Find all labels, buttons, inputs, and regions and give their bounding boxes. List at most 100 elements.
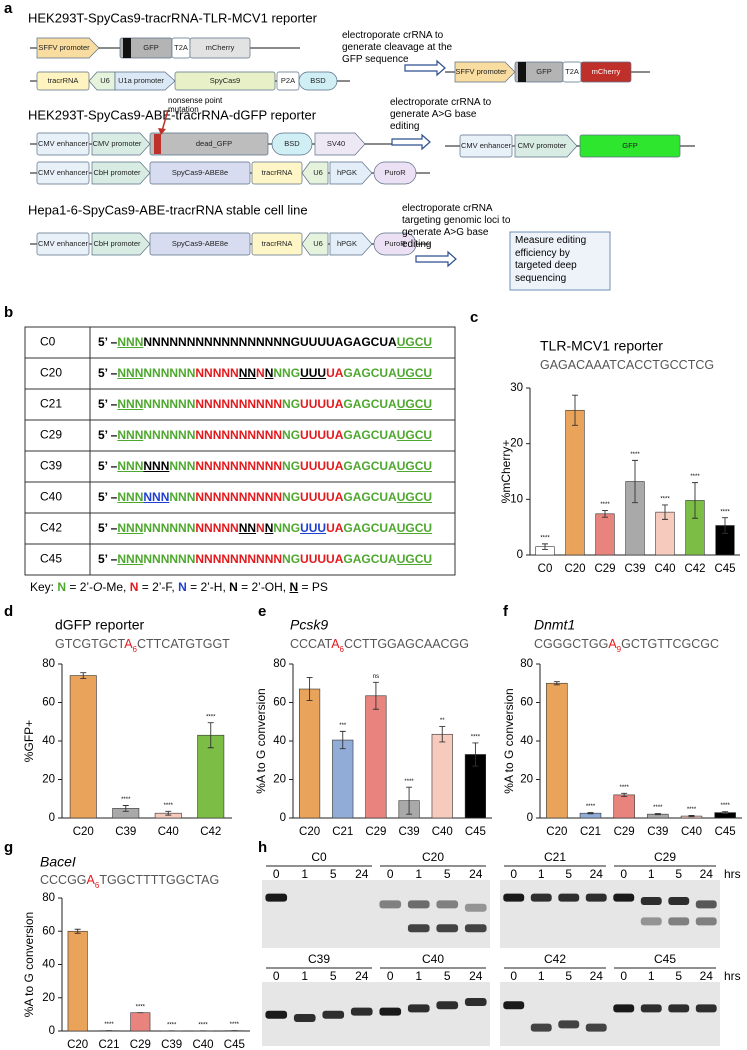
row-label: C45	[40, 552, 62, 566]
element-label: BSD	[310, 76, 326, 86]
process-arrow	[404, 59, 446, 77]
sequence-segment: N	[256, 366, 265, 380]
sequence-part: A	[608, 637, 617, 651]
x-tick-label: C29	[614, 826, 635, 838]
sequence-segment: NNNNNNNNNN	[195, 552, 283, 566]
key-segment: = 2’-	[66, 580, 94, 594]
timepoint-label: 24	[355, 867, 369, 881]
gel-band	[265, 893, 288, 902]
key-segment: O	[93, 580, 103, 594]
timepoint-label: 5	[565, 969, 572, 983]
key-segment: N	[129, 580, 139, 594]
sequence-part: CCCAT	[290, 637, 332, 651]
key-segment: = PS	[298, 580, 328, 594]
y-tick-label: 20	[510, 438, 523, 450]
sequence-segment: NNN	[169, 490, 196, 504]
gene-box	[149, 232, 251, 256]
x-tick-label: C45	[224, 1039, 245, 1050]
gel-band	[613, 1004, 635, 1013]
gene-box	[459, 134, 513, 158]
gel-band	[436, 900, 459, 909]
sequence: 5’ –NNNNNNNNNNNNNNNNNNNNGUUUUAGAGCUAUGCU	[98, 327, 432, 358]
gel-band	[585, 1023, 607, 1032]
x-tick-label: C40	[158, 826, 179, 838]
sequence-segment: NG	[282, 459, 301, 473]
x-tick-label: C20	[67, 1039, 88, 1050]
sequence-segment: 5’ –	[98, 397, 118, 411]
x-tick-label: C45	[465, 826, 486, 838]
key-segment: N	[57, 580, 67, 594]
gel-band	[407, 924, 430, 933]
target-sequence: CCCATA6CCTTGGAGCAACGG	[290, 637, 469, 653]
element-label: GFP	[143, 43, 159, 53]
gel-band	[695, 917, 717, 926]
error-bar	[654, 813, 661, 816]
y-tick-label: 0	[280, 812, 286, 824]
key: Key: N = 2’-O-Me, N = 2’-F, N = 2’-H, N …	[30, 580, 328, 594]
gel-band	[640, 897, 662, 905]
y-tick-label: 0	[49, 1025, 55, 1037]
row-label: C29	[40, 428, 62, 442]
element-label: SpyCas9-ABE8e	[171, 168, 229, 178]
gel-band	[503, 1001, 525, 1010]
gel-band	[640, 917, 662, 926]
gene-box	[149, 161, 251, 185]
sequence-segment: NNNNNNNNNN	[195, 397, 283, 411]
y-axis-label: %GFP+	[22, 720, 36, 762]
timepoint-label: 1	[301, 969, 308, 983]
x-tick-label: C21	[580, 826, 601, 838]
gel-image	[500, 982, 720, 1046]
timepoint-label: 1	[648, 867, 655, 881]
y-tick-label: 20	[42, 774, 55, 786]
timepoint-label: 1	[538, 867, 545, 881]
sequence-segment: NNN	[117, 521, 144, 535]
sequence-segment: UGCU	[396, 521, 433, 535]
timepoint-label: 5	[330, 867, 337, 881]
sequence-segment: UGCU	[396, 428, 433, 442]
sequence-segment: NNNNNNNNNN	[195, 490, 283, 504]
promoter	[454, 61, 516, 83]
promoter	[329, 232, 373, 256]
significance-label: ****	[720, 509, 730, 515]
sequence-segment: UUUUA	[300, 397, 344, 411]
sequence-segment: NNNNNN	[143, 428, 196, 442]
y-tick-label: 30	[510, 382, 523, 394]
sample-label: C40	[422, 952, 444, 966]
sequence-segment: NNG	[273, 366, 301, 380]
chart-title: Dnmt1	[534, 617, 575, 633]
sequence-segment: GAGCUA	[343, 521, 397, 535]
gene-box	[271, 132, 313, 156]
timepoint-label: 0	[273, 867, 280, 881]
element-label: CbH promoter	[93, 239, 141, 249]
gfp-stripe	[518, 62, 526, 82]
gfp-stripe	[123, 38, 131, 58]
gel-band	[530, 893, 552, 902]
x-tick-label: C20	[564, 563, 585, 575]
time-unit: hrs	[724, 867, 741, 881]
significance-label: ****	[687, 807, 697, 813]
chart-title: dGFP reporter	[55, 617, 145, 633]
x-tick-label: C39	[624, 563, 645, 575]
sequence-segment: NNN	[117, 335, 144, 349]
error-bar	[472, 742, 479, 767]
gel-image	[500, 880, 720, 948]
row-label: C40	[40, 490, 62, 504]
x-tick-label: C20	[73, 826, 94, 838]
key-segment: = 2’-H,	[186, 580, 230, 594]
element-label: CMV enhancer	[460, 141, 512, 151]
gel-band	[379, 900, 402, 909]
readout-box	[509, 231, 611, 291]
x-tick-label: C39	[161, 1039, 182, 1050]
x-tick-label: C45	[714, 563, 735, 575]
timepoint-label: 5	[444, 969, 451, 983]
significance-label: ****	[471, 735, 481, 741]
sequence-segment: NNNNNN	[143, 521, 196, 535]
sequence-segment: GAGCUA	[343, 366, 397, 380]
x-tick-label: C45	[715, 826, 736, 838]
timepoint-label: 5	[675, 969, 682, 983]
mutation-arrow	[161, 109, 169, 132]
element-label: SV40	[326, 139, 346, 149]
x-tick-label: C21	[98, 1039, 119, 1050]
element-label: BSD	[284, 139, 300, 149]
